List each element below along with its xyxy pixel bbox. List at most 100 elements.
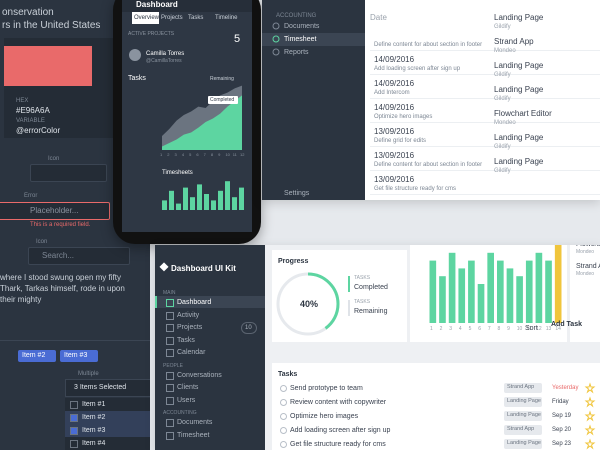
label: Error [24,193,38,199]
tag-chip: Strand App [504,425,542,435]
donut [276,272,340,336]
row-desc: Optimize hero images [374,114,433,120]
bar [525,260,533,323]
row-divider [370,122,600,123]
row-date: 14/09/2016 [374,103,415,112]
option-label: Item #2 [82,414,106,421]
row-client: Mondeo [494,48,516,54]
icon [272,22,280,30]
star [584,424,596,436]
tasks-card: Tasks Send prototype to team Strand App Yes… [272,363,600,450]
nav-icon [166,384,174,392]
checkbox [280,399,287,406]
phone-screen: Dashboard Overview Projects Tasks Timeline AC… [122,0,252,232]
x-tick-label: 12 [240,152,245,157]
star [584,382,596,394]
nav-heading: ACCOUNTING [276,13,317,19]
app-bar [122,0,252,12]
tab: Projects [161,15,183,21]
select-value: 3 Items Selected [74,384,127,391]
bar [497,260,504,323]
tag-chip: Landing Page [504,411,542,421]
checkbox [280,427,287,434]
x-tick-label: 11 [232,152,237,157]
card-title: Progress [278,258,309,265]
nav-icon [272,48,280,56]
legend-chip: Completed [208,96,238,104]
tag-label: Item #3 [64,352,88,359]
nav-item: Settings [284,190,310,197]
error-message: This is a required field. [30,222,91,228]
placeholder: Placeholder... [30,206,79,215]
bar [439,276,446,323]
row-desc: Add loading screen after sign up [374,66,461,72]
row-project: Strand App [494,37,534,46]
tab: Tasks [188,15,204,21]
active-nav [155,296,265,308]
nav-icon [166,349,174,357]
nav-icon [166,299,174,307]
bar [429,260,437,323]
row-divider [370,74,600,75]
due-date: Friday [552,399,569,405]
label: ACTIVE PROJECTS [128,31,175,37]
x-tick-label: 13 [545,326,552,332]
nav-item: Timesheet [284,36,317,43]
active-indicator [155,296,157,308]
sidebar [155,245,265,450]
x-tick-label: 4 [181,152,185,157]
option-label: Item #3 [82,427,106,434]
tag-chip: Strand App [504,383,542,393]
row-project: Landing Page [494,13,544,22]
timesheet-window: ACCOUNTING Documents Timesheet Reports Setti… [262,0,600,200]
project-client: Mondeo [576,271,595,277]
bar [477,284,485,323]
due-date: Sep 23 [552,441,572,447]
x-tick-label: 12 [536,326,542,332]
star [584,438,596,450]
row-client: Gildify [494,24,511,30]
task-text: Get file structure ready for cms [290,441,386,448]
nav-item: Tasks [177,336,195,344]
checkbox [280,441,287,448]
x-tick-label: 2 [439,326,443,332]
x-tick-label: 10 [516,326,523,332]
option-label: Item #1 [82,401,106,408]
active-nav [262,33,365,46]
avatar-circle [129,49,141,61]
x-tick-label: 7 [487,326,491,332]
bar [204,194,209,210]
star-icon [584,424,596,436]
row-date: 14/09/2016 [374,79,415,88]
legend-label: TASKS [354,275,371,281]
quote: where I stood swung open my fifty Thark,… [0,273,125,304]
bar [554,245,562,323]
bar [487,252,494,323]
dashboard-window: Dashboard UI Kit MAIN Dashboard Activity Pro… [155,245,600,450]
legend-label: Completed [210,97,235,103]
x-tick-label: 4 [458,326,462,332]
row-divider [370,98,600,99]
bar [516,276,523,323]
option-row [65,437,150,450]
row-client: Gildify [494,72,511,78]
row-desc: Add Intercom [374,90,410,96]
bar [190,197,195,210]
nav-icon [166,371,174,380]
legend-label: TASKS [354,299,371,305]
tag-chip: Landing Page [504,439,542,449]
option-row [65,424,150,437]
user-name: Camilla Torres [146,51,185,57]
star-icon [584,396,596,408]
tab: Overview [134,15,160,21]
icon [272,48,280,56]
nav-icon [166,431,174,440]
row-project: Flowchart Editor [494,109,552,118]
x-tick-label: 11 [526,326,532,332]
user-handle: @CamillaTorres [146,58,182,64]
nav-item: Projects [177,324,203,331]
label: Icon [48,156,60,162]
nav-item: Timesheet [177,431,210,439]
brand: Dashboard UI Kit [171,264,236,273]
bar [448,252,456,323]
